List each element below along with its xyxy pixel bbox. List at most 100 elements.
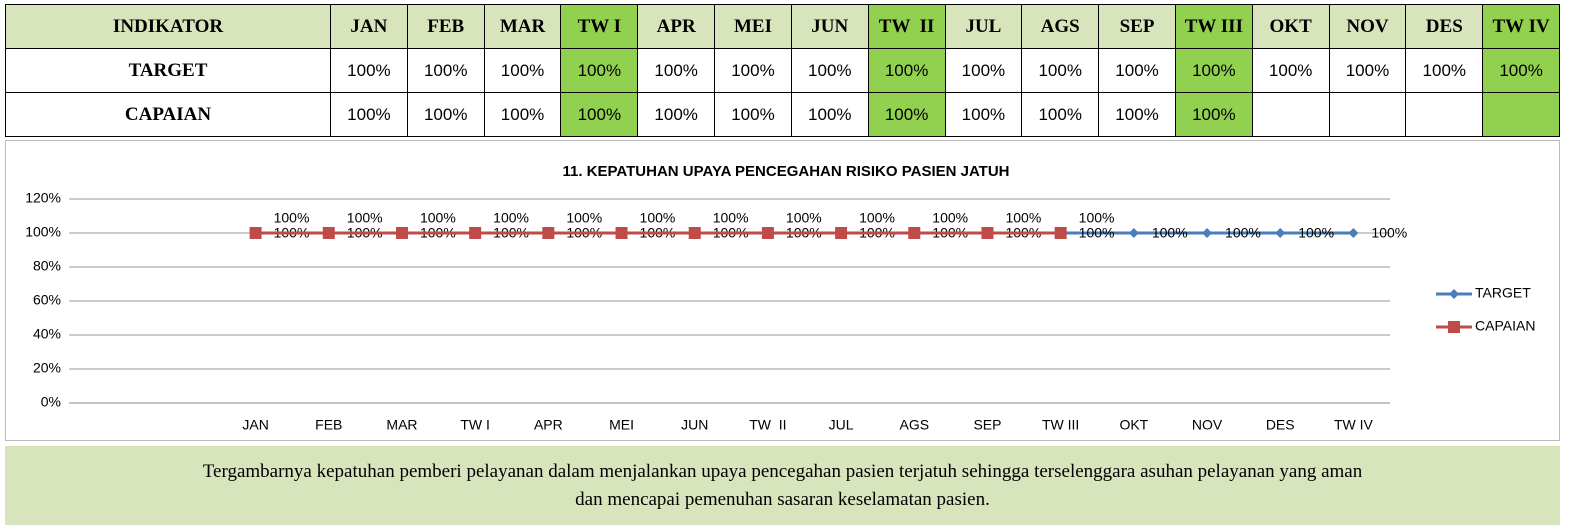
x-tick-label: NOV (1192, 417, 1223, 433)
cell: 100% (1098, 48, 1176, 93)
footer-line: Tergambarnya kepatuhan pemberi pelayanan… (202, 460, 1363, 482)
legend-label: TARGET (1475, 285, 1531, 301)
cell: 100% (1098, 92, 1176, 137)
cell: 100% (714, 48, 792, 93)
cell (1405, 92, 1484, 137)
y-tick-label: 100% (25, 224, 61, 240)
data-label: 100% (713, 210, 749, 226)
cell: 100% (406, 48, 485, 93)
cell: 100% (714, 92, 792, 137)
data-label: 100% (1371, 225, 1407, 241)
indicator-table: INDIKATOR JAN FEB MAR TW I APR MEI JUN TW II JUL A… (5, 4, 1560, 137)
table-row: TARGET 100% 100% 100% 100% 100% 100% 100% 100% 10… (5, 48, 1560, 93)
x-tick-label: DES (1266, 417, 1295, 433)
legend-marker (1449, 289, 1459, 299)
data-label: 100% (274, 210, 310, 226)
cell: 100% (944, 48, 1023, 93)
marker (395, 227, 408, 239)
data-label: 100% (347, 210, 383, 226)
x-tick-label: JUL (829, 417, 854, 433)
marker (1202, 228, 1213, 238)
cell: 100% (1482, 48, 1560, 93)
data-label: 100% (1005, 210, 1041, 226)
data-label: 100% (1152, 225, 1188, 241)
legend-marker (1448, 321, 1460, 333)
x-tick-label: SEP (973, 417, 1001, 433)
cell (1482, 92, 1560, 137)
x-tick-label: TW I (460, 417, 490, 433)
header-cell: TW II (867, 4, 946, 49)
header-cell: MEI (714, 4, 792, 49)
marker (1348, 228, 1359, 238)
cell: 100% (1021, 92, 1100, 137)
data-label: 100% (859, 210, 895, 226)
chart: 11. KEPATUHAN UPAYA PENCEGAHAN RISIKO PA… (5, 140, 1560, 441)
cell: 100% (483, 92, 562, 137)
data-label: 100% (493, 210, 529, 226)
footer: Tergambarnya kepatuhan pemberi pelayanan… (5, 446, 1560, 525)
y-tick-label: 120% (25, 190, 61, 206)
cell: 100% (1328, 48, 1407, 93)
marker (542, 227, 555, 239)
marker (761, 227, 774, 239)
header-cell: JUN (790, 4, 869, 49)
data-label: 100% (1298, 225, 1334, 241)
marker (469, 227, 482, 239)
x-tick-label: OKT (1119, 417, 1148, 433)
x-tick-label: MEI (609, 417, 634, 433)
y-tick-label: 40% (33, 326, 61, 342)
data-label: 100% (786, 210, 822, 226)
x-tick-label: AGS (899, 417, 929, 433)
header-row: INDIKATOR JAN FEB MAR TW I APR MEI JUN TW II JUL A… (5, 4, 1560, 49)
x-tick-label: TW IV (1334, 417, 1374, 433)
marker (1054, 227, 1067, 239)
x-tick-label: JUN (681, 417, 708, 433)
marker (322, 227, 335, 239)
cell: 100% (637, 48, 716, 93)
header-cell: TW IV (1482, 4, 1560, 49)
cell: 100% (560, 48, 639, 93)
header-cell: AGS (1021, 4, 1100, 49)
header-cell: MAR (483, 4, 562, 49)
cell: 100% (790, 48, 869, 93)
y-tick-label: 80% (33, 258, 61, 274)
cell: 100% (1251, 48, 1330, 93)
row-label: CAPAIAN (5, 92, 331, 137)
marker (908, 227, 921, 239)
marker (835, 227, 848, 239)
cell: 100% (790, 92, 869, 137)
data-label: 100% (932, 210, 968, 226)
cell (1251, 92, 1330, 137)
data-label: 100% (1079, 225, 1115, 241)
data-label: 100% (1225, 225, 1261, 241)
x-tick-label: TW II (749, 417, 786, 433)
x-tick-label: JAN (242, 417, 268, 433)
header-cell: INDIKATOR (5, 4, 331, 49)
marker (981, 227, 994, 239)
cell: 100% (330, 92, 408, 137)
cell: 100% (483, 48, 562, 93)
table-row: CAPAIAN 100% 100% 100% 100% 100% 100% 100% 100% 1… (5, 92, 1560, 137)
cell: 100% (406, 92, 485, 137)
cell: 100% (1021, 48, 1100, 93)
cell: 100% (1174, 48, 1253, 93)
x-tick-label: APR (534, 417, 563, 433)
y-tick-label: 0% (41, 394, 61, 410)
data-label: 100% (640, 210, 676, 226)
cell: 100% (1174, 92, 1253, 137)
cell: 100% (867, 48, 946, 93)
marker (249, 227, 262, 239)
chart-title: 11. KEPATUHAN UPAYA PENCEGAHAN RISIKO PA… (562, 163, 1009, 180)
legend-label: CAPAIAN (1475, 318, 1535, 334)
header-cell: NOV (1328, 4, 1407, 49)
header-cell: TW I (560, 4, 639, 49)
data-label: 100% (566, 210, 602, 226)
header-cell: TW III (1174, 4, 1253, 49)
cell: 100% (330, 48, 408, 93)
header-cell: SEP (1098, 4, 1176, 49)
cell: 100% (867, 92, 946, 137)
header-cell: OKT (1251, 4, 1330, 49)
footer-line: dan mencapai pemenuhan sasaran keselamat… (575, 488, 990, 510)
row-label: TARGET (5, 48, 331, 93)
data-label: 100% (420, 210, 456, 226)
